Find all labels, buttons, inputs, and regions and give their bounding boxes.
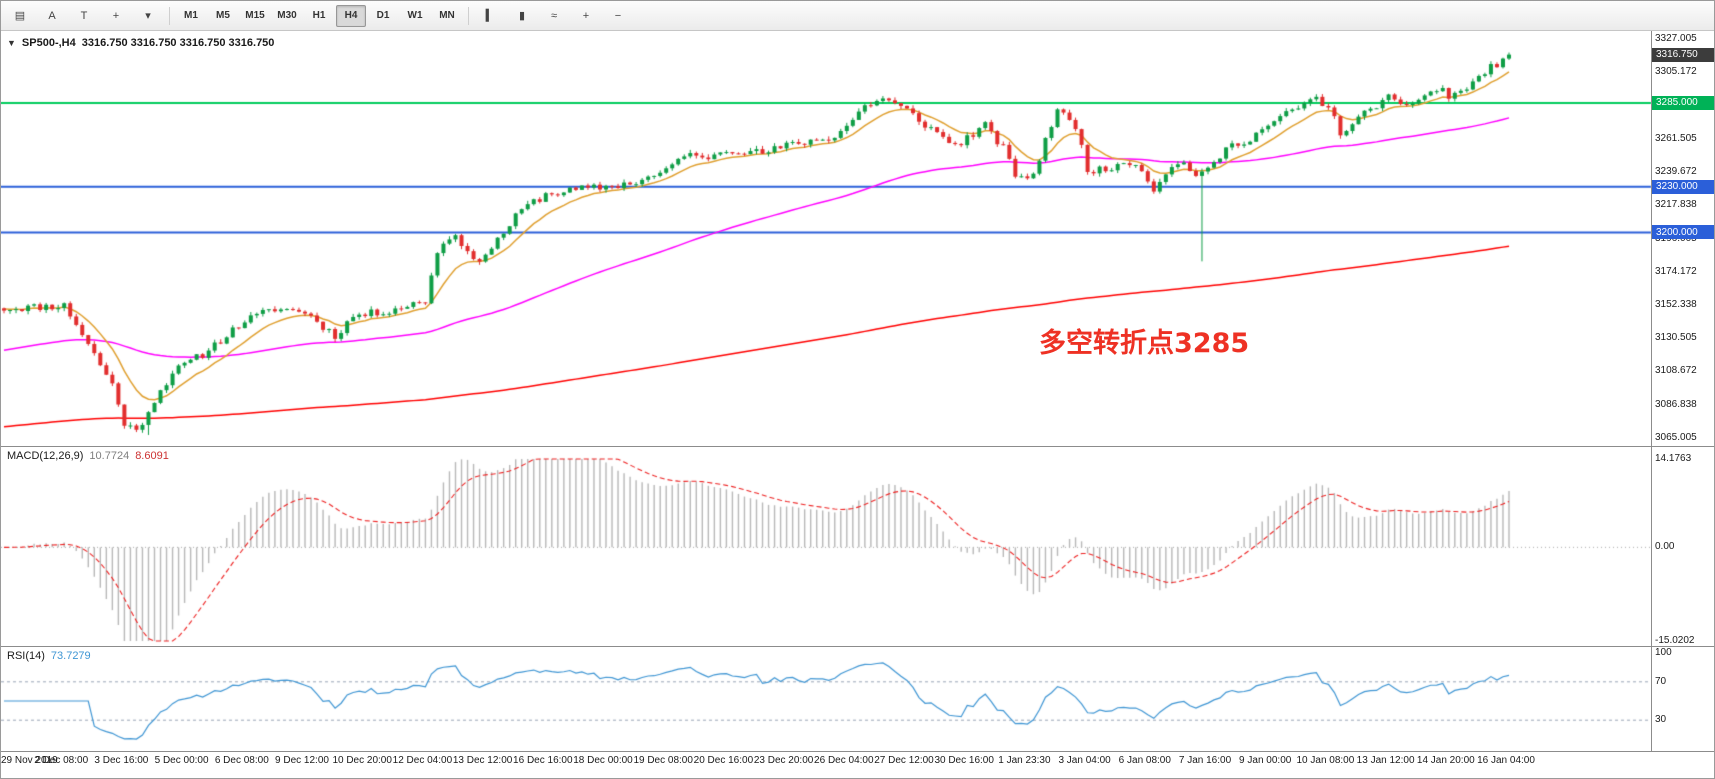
macd-main-value: 10.7724 xyxy=(89,450,130,462)
bar-chart-mode-icon[interactable]: ▍ xyxy=(485,10,495,22)
timeframe-button-d1[interactable]: D1 xyxy=(376,10,390,21)
rsi-panel-label: RSI(14) 73.7279 xyxy=(7,650,91,662)
menu-icon[interactable]: ▤ xyxy=(14,10,26,22)
candlestick-mode-icon[interactable]: ▮ xyxy=(518,10,526,22)
level-badge-3230: 3230.000 xyxy=(1652,179,1714,194)
time-axis-label: 29 Nov 2019 xyxy=(1,755,58,766)
macd-signal-value: 8.6091 xyxy=(135,450,169,462)
time-axis-label: 2 Dec 08:00 xyxy=(34,755,89,766)
price-axis-label: 3305.172 xyxy=(1655,66,1697,78)
main-toolbar: ▤ A T + ▾ M1 M5 M15 M30 H1 H4 D1 W1 MN ▍ ▮ ≈ + − xyxy=(1,1,1714,31)
time-axis-label: 13 Jan 12:00 xyxy=(1356,755,1415,766)
time-axis-label: 16 Jan 04:00 xyxy=(1477,755,1535,766)
line-chart-mode-icon[interactable]: ≈ xyxy=(550,9,558,22)
current-price-badge: 3316.750 xyxy=(1652,47,1714,62)
time-axis-label: 3 Jan 04:00 xyxy=(1058,755,1111,766)
timeframe-button-m15[interactable]: M15 xyxy=(245,10,265,21)
time-axis-label: 10 Jan 08:00 xyxy=(1296,755,1355,766)
time-axis-label: 7 Jan 16:00 xyxy=(1178,755,1232,766)
rsi-axis-label: 30 xyxy=(1655,714,1667,726)
time-axis-label: 14 Jan 20:00 xyxy=(1416,755,1475,766)
time-axis-label: 19 Dec 08:00 xyxy=(633,755,693,766)
time-axis-label: 23 Dec 20:00 xyxy=(753,755,814,766)
price-axis-label: 3261.505 xyxy=(1655,132,1697,144)
time-axis-label: 18 Dec 00:00 xyxy=(573,755,633,766)
price-chart-canvas[interactable] xyxy=(1,31,1714,778)
chart-symbol-title: SP500-,H4 xyxy=(21,37,76,49)
timeframe-button-h1[interactable]: H1 xyxy=(312,10,326,21)
timeframe-button-mn[interactable]: MN xyxy=(439,10,455,21)
line-tools-dropdown[interactable]: ▾ xyxy=(145,10,151,22)
chevron-down-icon[interactable]: ▼ xyxy=(7,38,16,48)
chart-ohlc-values: 3316.750 3316.750 3316.750 3316.750 xyxy=(81,37,275,49)
time-axis-label: 6 Jan 08:00 xyxy=(1118,755,1171,766)
time-axis-label: 12 Dec 04:00 xyxy=(392,755,453,766)
rsi-value: 73.7279 xyxy=(50,650,91,662)
timeframe-button-m5[interactable]: M5 xyxy=(216,10,230,21)
toolbar-separator xyxy=(468,6,469,25)
price-axis-label: 3174.172 xyxy=(1655,265,1697,277)
time-axis-label: 6 Dec 08:00 xyxy=(214,755,269,766)
rsi-axis-label: 70 xyxy=(1655,675,1667,687)
price-axis-label: 3108.672 xyxy=(1655,365,1697,377)
time-axis-label: 20 Dec 16:00 xyxy=(693,755,754,766)
macd-axis-label: 14.1763 xyxy=(1655,453,1692,464)
time-axis-label: 10 Dec 20:00 xyxy=(332,755,392,766)
zoom-out-button[interactable]: − xyxy=(614,9,622,22)
level-badge-3285: 3285.000 xyxy=(1652,95,1714,110)
time-axis-label: 27 Dec 12:00 xyxy=(874,755,934,766)
time-axis-border xyxy=(1,751,1714,752)
time-axis-label: 9 Dec 12:00 xyxy=(275,755,329,766)
panel-separator-rsi[interactable] xyxy=(1,646,1714,647)
rsi-indicator-name: RSI(14) xyxy=(7,650,45,662)
time-axis-label: 3 Dec 16:00 xyxy=(94,755,149,766)
time-axis-label: 13 Dec 12:00 xyxy=(452,755,513,766)
rsi-axis-label: 100 xyxy=(1655,647,1672,658)
macd-axis-label: -15.0202 xyxy=(1655,635,1695,646)
timeframe-button-m1[interactable]: M1 xyxy=(184,10,198,21)
chart-title-row: ▼ SP500-,H4 3316.750 3316.750 3316.750 3… xyxy=(7,37,274,49)
macd-axis-label: 0.00 xyxy=(1655,541,1675,553)
time-axis-label: 26 Dec 04:00 xyxy=(814,755,874,766)
price-axis-label: 3239.672 xyxy=(1655,165,1697,177)
time-axis-label: 16 Dec 16:00 xyxy=(513,755,573,766)
time-axis-label: 30 Dec 16:00 xyxy=(934,755,994,766)
time-axis-label: 9 Jan 00:00 xyxy=(1239,755,1292,766)
price-axis-label: 3217.838 xyxy=(1655,199,1697,211)
crosshair-tool-button[interactable]: + xyxy=(112,9,120,22)
type-tool-button[interactable]: T xyxy=(80,9,88,22)
timeframe-button-m30[interactable]: M30 xyxy=(277,10,297,21)
macd-indicator-name: MACD(12,26,9) xyxy=(7,450,84,462)
price-axis-label: 3086.838 xyxy=(1655,398,1697,410)
macd-panel-label: MACD(12,26,9) 10.7724 8.6091 xyxy=(7,450,169,462)
chart-annotation-text: 多空转折点3285 xyxy=(1039,328,1250,359)
price-axis-label: 3065.005 xyxy=(1655,432,1697,443)
timeframe-button-w1[interactable]: W1 xyxy=(407,10,423,21)
price-axis-label: 3152.338 xyxy=(1655,299,1697,310)
price-axis-border xyxy=(1651,31,1652,751)
time-axis-label: 5 Dec 00:00 xyxy=(154,755,209,766)
text-label-button[interactable]: A xyxy=(48,9,56,22)
time-axis-label: 1 Jan 23:30 xyxy=(998,755,1051,766)
timeframe-button-h4[interactable]: H4 xyxy=(336,4,366,27)
level-badge-3200: 3200.000 xyxy=(1652,225,1714,240)
price-axis-label: 3327.005 xyxy=(1655,33,1697,44)
zoom-in-button[interactable]: + xyxy=(582,9,590,22)
panel-separator-macd[interactable] xyxy=(1,446,1714,447)
toolbar-separator xyxy=(169,6,170,25)
price-axis-label: 3130.505 xyxy=(1655,332,1697,344)
